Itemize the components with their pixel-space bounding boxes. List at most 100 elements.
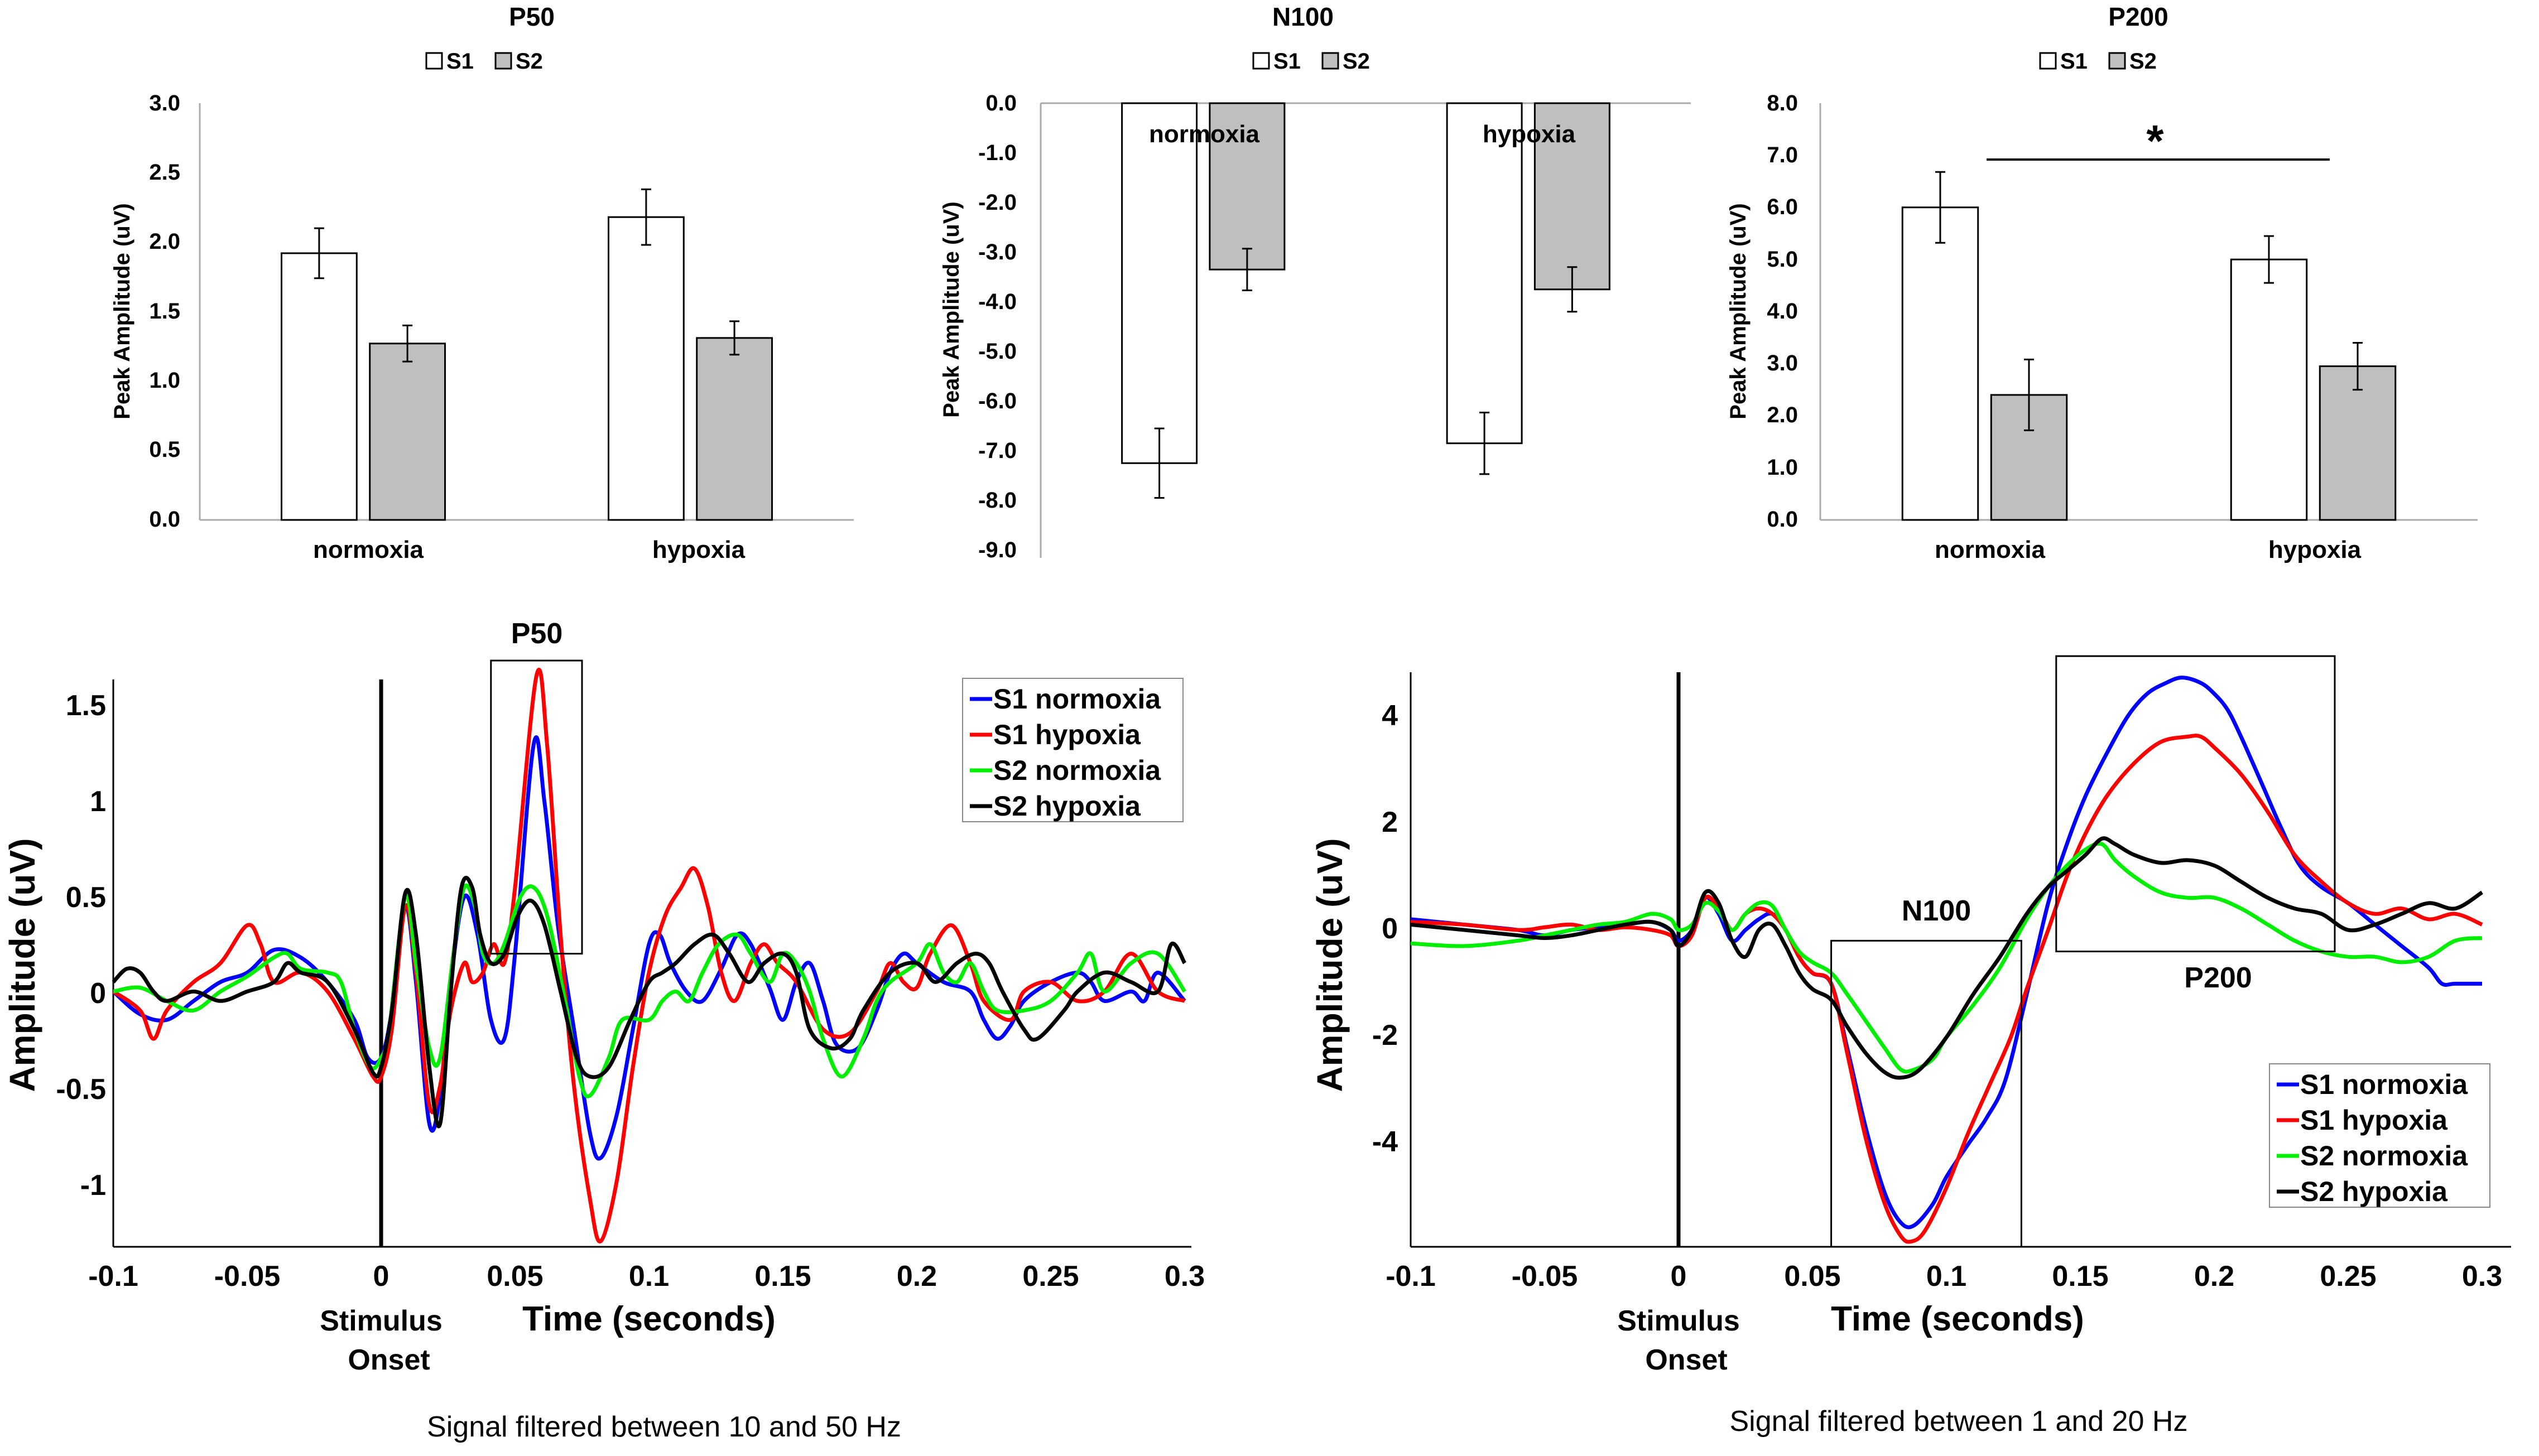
bar-category-label: hypoxia — [1483, 120, 1576, 148]
stimulus-onset-label: Onset — [1645, 1344, 1727, 1376]
y-tick-label: 5.0 — [1767, 247, 1798, 272]
line-legend: S1 normoxia S1 hypoxia S2 normoxia S2 hy… — [2269, 1063, 2490, 1208]
bar-panel-title: P200 — [2108, 2, 2168, 31]
legend-label-s1: S1 — [1273, 49, 1301, 74]
bar-panel-n100: N100 S1 S2 Peak Amplitude (uV) 0.0 -1.0 … — [939, 2, 1691, 562]
x-tick-label: 0.3 — [2462, 1260, 2502, 1293]
series-line-s2-hypoxia — [112, 875, 1187, 1129]
y-tick-label: -6.0 — [978, 389, 1017, 413]
bar-y-ticks: 8.0 7.0 6.0 5.0 4.0 3.0 2.0 1.0 0.0 — [1767, 91, 1798, 532]
x-tick-label: -0.1 — [88, 1260, 138, 1293]
line-x-ticks: -0.1 -0.05 0 0.05 0.1 0.15 0.2 0.25 0.3 — [1386, 1260, 2502, 1293]
bar-y-ticks: 0.0 -1.0 -2.0 -3.0 -4.0 -5.0 -6.0 -7.0 -… — [978, 91, 1017, 562]
y-tick-label: 2.0 — [1767, 403, 1798, 427]
x-tick-label: 0.25 — [1022, 1260, 1079, 1293]
window-label-n100: N100 — [1902, 895, 1971, 927]
x-tick-label: 0.05 — [1784, 1260, 1840, 1293]
y-tick-label: -5.0 — [978, 339, 1017, 364]
line-panel-10-50hz: Amplitude (uV) 1.5 1 0.5 0 -0.5 -1 -0.1 … — [2, 618, 1205, 1443]
bar-s2-hypoxia — [696, 337, 773, 521]
legend-swatch-s2 — [2108, 52, 2126, 70]
legend-box — [962, 678, 1184, 822]
y-tick-label: 0.0 — [985, 91, 1017, 115]
y-tick-label: 2 — [1382, 806, 1398, 838]
component-window-p200 — [2055, 655, 2336, 953]
panel-caption: Signal filtered between 10 and 50 Hz — [427, 1411, 901, 1443]
legend-label: S1 hypoxia — [993, 719, 1141, 750]
legend-label: S2 hypoxia — [993, 790, 1141, 822]
y-tick-label: 0.5 — [149, 437, 180, 462]
y-tick-label: 4 — [1382, 700, 1398, 732]
bar-s1-normoxia — [281, 252, 358, 521]
legend-swatch-s2 — [1321, 52, 1339, 70]
bar-marks — [1901, 171, 2397, 521]
y-tick-label: 1.5 — [66, 690, 106, 722]
bar-s2-normoxia — [369, 343, 446, 521]
bar-panel-title: P50 — [509, 2, 555, 31]
series-line-s2-hypoxia — [1410, 836, 2483, 1080]
x-tick-label: 0.05 — [487, 1260, 543, 1293]
bar-panel-title: N100 — [1272, 2, 1334, 31]
legend-label-s2: S2 — [1343, 49, 1370, 74]
legend-box — [2269, 1063, 2490, 1208]
x-tick-label: 0.15 — [754, 1260, 811, 1293]
bar-category-label: normoxia — [1149, 120, 1260, 148]
legend-label-s2: S2 — [2129, 49, 2157, 74]
x-tick-label: 0.2 — [897, 1260, 937, 1293]
y-tick-label: 1.5 — [149, 299, 180, 324]
bar-legend: S1 S2 — [425, 49, 543, 74]
bar-y-axis-label: Peak Amplitude (uV) — [1726, 203, 1751, 419]
bar-legend: S1 S2 — [1252, 49, 1370, 74]
y-tick-label: -2 — [1372, 1019, 1398, 1052]
component-window-n100 — [1830, 939, 2022, 1248]
bar-category-label: normoxia — [1935, 536, 2046, 563]
y-tick-label: 3.0 — [149, 91, 180, 115]
bar-s1-hypoxia — [1446, 102, 1523, 445]
bar-panel-p200: P200 S1 S2 Peak Amplitude (uV) 8.0 7.0 6… — [1726, 2, 2478, 563]
x-tick-label: -0.05 — [214, 1260, 281, 1293]
bar-marks — [281, 188, 773, 521]
y-tick-label: -0.5 — [56, 1073, 106, 1106]
legend-label-s2: S2 — [516, 49, 543, 74]
line-y-axis-label: Amplitude (uV) — [1310, 838, 1350, 1092]
line-y-ticks: 1.5 1 0.5 0 -0.5 -1 — [56, 690, 106, 1202]
x-tick-label: 0.15 — [2052, 1260, 2108, 1293]
x-tick-label: 0.3 — [1165, 1260, 1205, 1293]
y-tick-label: 3.0 — [1767, 351, 1798, 375]
stimulus-onset-label: Stimulus — [1617, 1305, 1740, 1337]
y-tick-label: 8.0 — [1767, 91, 1798, 115]
legend-swatch-s1 — [1252, 52, 1270, 70]
y-tick-label: 0.0 — [1767, 507, 1798, 532]
x-tick-label: 0 — [1671, 1260, 1687, 1293]
bar-y-ticks: 3.0 2.5 2.0 1.5 1.0 0.5 0.0 — [149, 91, 180, 532]
line-x-axis-label: Time (seconds) — [522, 1300, 776, 1338]
y-tick-label: 6.0 — [1767, 195, 1798, 219]
stimulus-onset-label: Onset — [348, 1344, 430, 1376]
y-tick-label: 0 — [1382, 913, 1398, 945]
bar-legend: S1 S2 — [2039, 49, 2157, 74]
bar-s2-hypoxia — [2319, 365, 2397, 521]
window-label-p200: P200 — [2184, 962, 2252, 994]
line-y-axis-label: Amplitude (uV) — [2, 838, 42, 1092]
component-window-p50 — [490, 659, 583, 955]
window-label-p50: P50 — [511, 618, 563, 650]
y-tick-label: -1.0 — [978, 141, 1017, 165]
stimulus-onset-label: Stimulus — [320, 1305, 443, 1337]
line-y-ticks: 4 2 0 -2 -4 — [1372, 700, 1398, 1158]
y-tick-label: 1.0 — [1767, 455, 1798, 480]
legend-label-s1: S1 — [2060, 49, 2088, 74]
bar-s1-normoxia — [1901, 206, 1979, 521]
bar-s1-hypoxia — [2230, 258, 2308, 521]
x-tick-label: 0.1 — [629, 1260, 669, 1293]
y-tick-label: -8.0 — [978, 488, 1017, 513]
legend-label: S1 normoxia — [2300, 1069, 2468, 1100]
y-tick-label: -4.0 — [978, 290, 1017, 314]
y-tick-label: 4.0 — [1767, 299, 1798, 324]
y-tick-label: 1.0 — [149, 368, 180, 393]
legend-label: S2 hypoxia — [2300, 1176, 2448, 1207]
legend-label-s1: S1 — [446, 49, 474, 74]
bar-category-label: hypoxia — [652, 536, 746, 563]
y-tick-label: 2.5 — [149, 160, 180, 185]
panel-caption: Signal filtered between 1 and 20 Hz — [1730, 1405, 2188, 1438]
legend-label: S2 normoxia — [2300, 1140, 2468, 1171]
